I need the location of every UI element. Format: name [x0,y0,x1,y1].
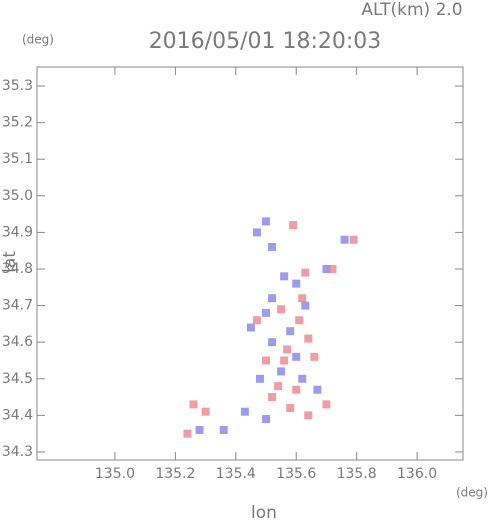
y-tick-label: 35.1 [2,151,33,167]
echo-point [340,235,349,244]
echo-point [262,308,271,317]
echo-point [289,221,298,230]
echo-point [292,279,301,288]
echo-point [298,294,307,303]
echo-point [298,374,307,383]
y-tick-label: 35.0 [2,188,33,204]
echo-point [304,411,313,420]
echo-point [195,425,204,434]
echo-point [280,272,289,281]
echo-point [286,404,295,413]
echo-point [252,316,261,325]
y-tick-label: 34.7 [2,298,33,314]
echo-point [295,316,304,325]
echo-point [262,217,271,226]
echo-point [301,301,310,310]
echo-point [283,345,292,354]
y-tick-label: 34.8 [2,261,33,277]
y-tick-label: 34.5 [2,371,33,387]
echo-point [322,264,331,273]
x-tick-label: 135.2 [155,466,195,482]
echo-point [310,352,319,361]
y-tick-label: 34.6 [2,334,33,350]
echo-point [240,407,249,416]
echo-point [313,385,322,394]
x-tick-label: 135.6 [276,466,316,482]
echo-point [301,268,310,277]
x-axis-label: lon [251,503,277,521]
echo-point [349,235,358,244]
subtitle: ALT(km) 2.0 [361,0,462,20]
echo-point [328,264,337,273]
x-tick-label: 136.0 [397,466,437,482]
echo-point [322,400,331,409]
echo-point [268,294,277,303]
y-unit: (deg) [22,33,54,47]
echo-point [286,327,295,336]
x-tick-label: 135.0 [95,466,135,482]
echo-point [292,352,301,361]
echo-point [277,305,286,314]
echo-point [246,323,255,332]
echo-point [268,243,277,252]
y-tick-label: 34.4 [2,407,33,423]
x-tick-label: 135.8 [337,466,377,482]
echo-point [268,338,277,347]
echo-point [219,425,228,434]
echo-point [274,382,283,391]
y-tick-label: 34.9 [2,224,33,240]
echo-point [189,400,198,409]
y-tick-label: 34.3 [2,444,33,460]
chart-title: 2016/05/01 18:20:03 [149,29,382,54]
echo-point [304,334,313,343]
echo-point [292,385,301,394]
echo-point [262,415,271,424]
echo-point [201,407,210,416]
echo-point [183,429,192,438]
plot-frame [36,66,464,461]
echo-point [255,374,264,383]
y-tick-label: 35.3 [2,78,33,94]
x-unit: (deg) [456,486,488,500]
echo-point [262,356,271,365]
echo-point [268,393,277,402]
y-axis-label: lat [0,251,20,273]
echo-point [280,356,289,365]
echo-point [277,367,286,376]
y-tick-label: 35.2 [2,115,33,131]
echo-point [252,228,261,237]
x-tick-label: 135.4 [216,466,256,482]
